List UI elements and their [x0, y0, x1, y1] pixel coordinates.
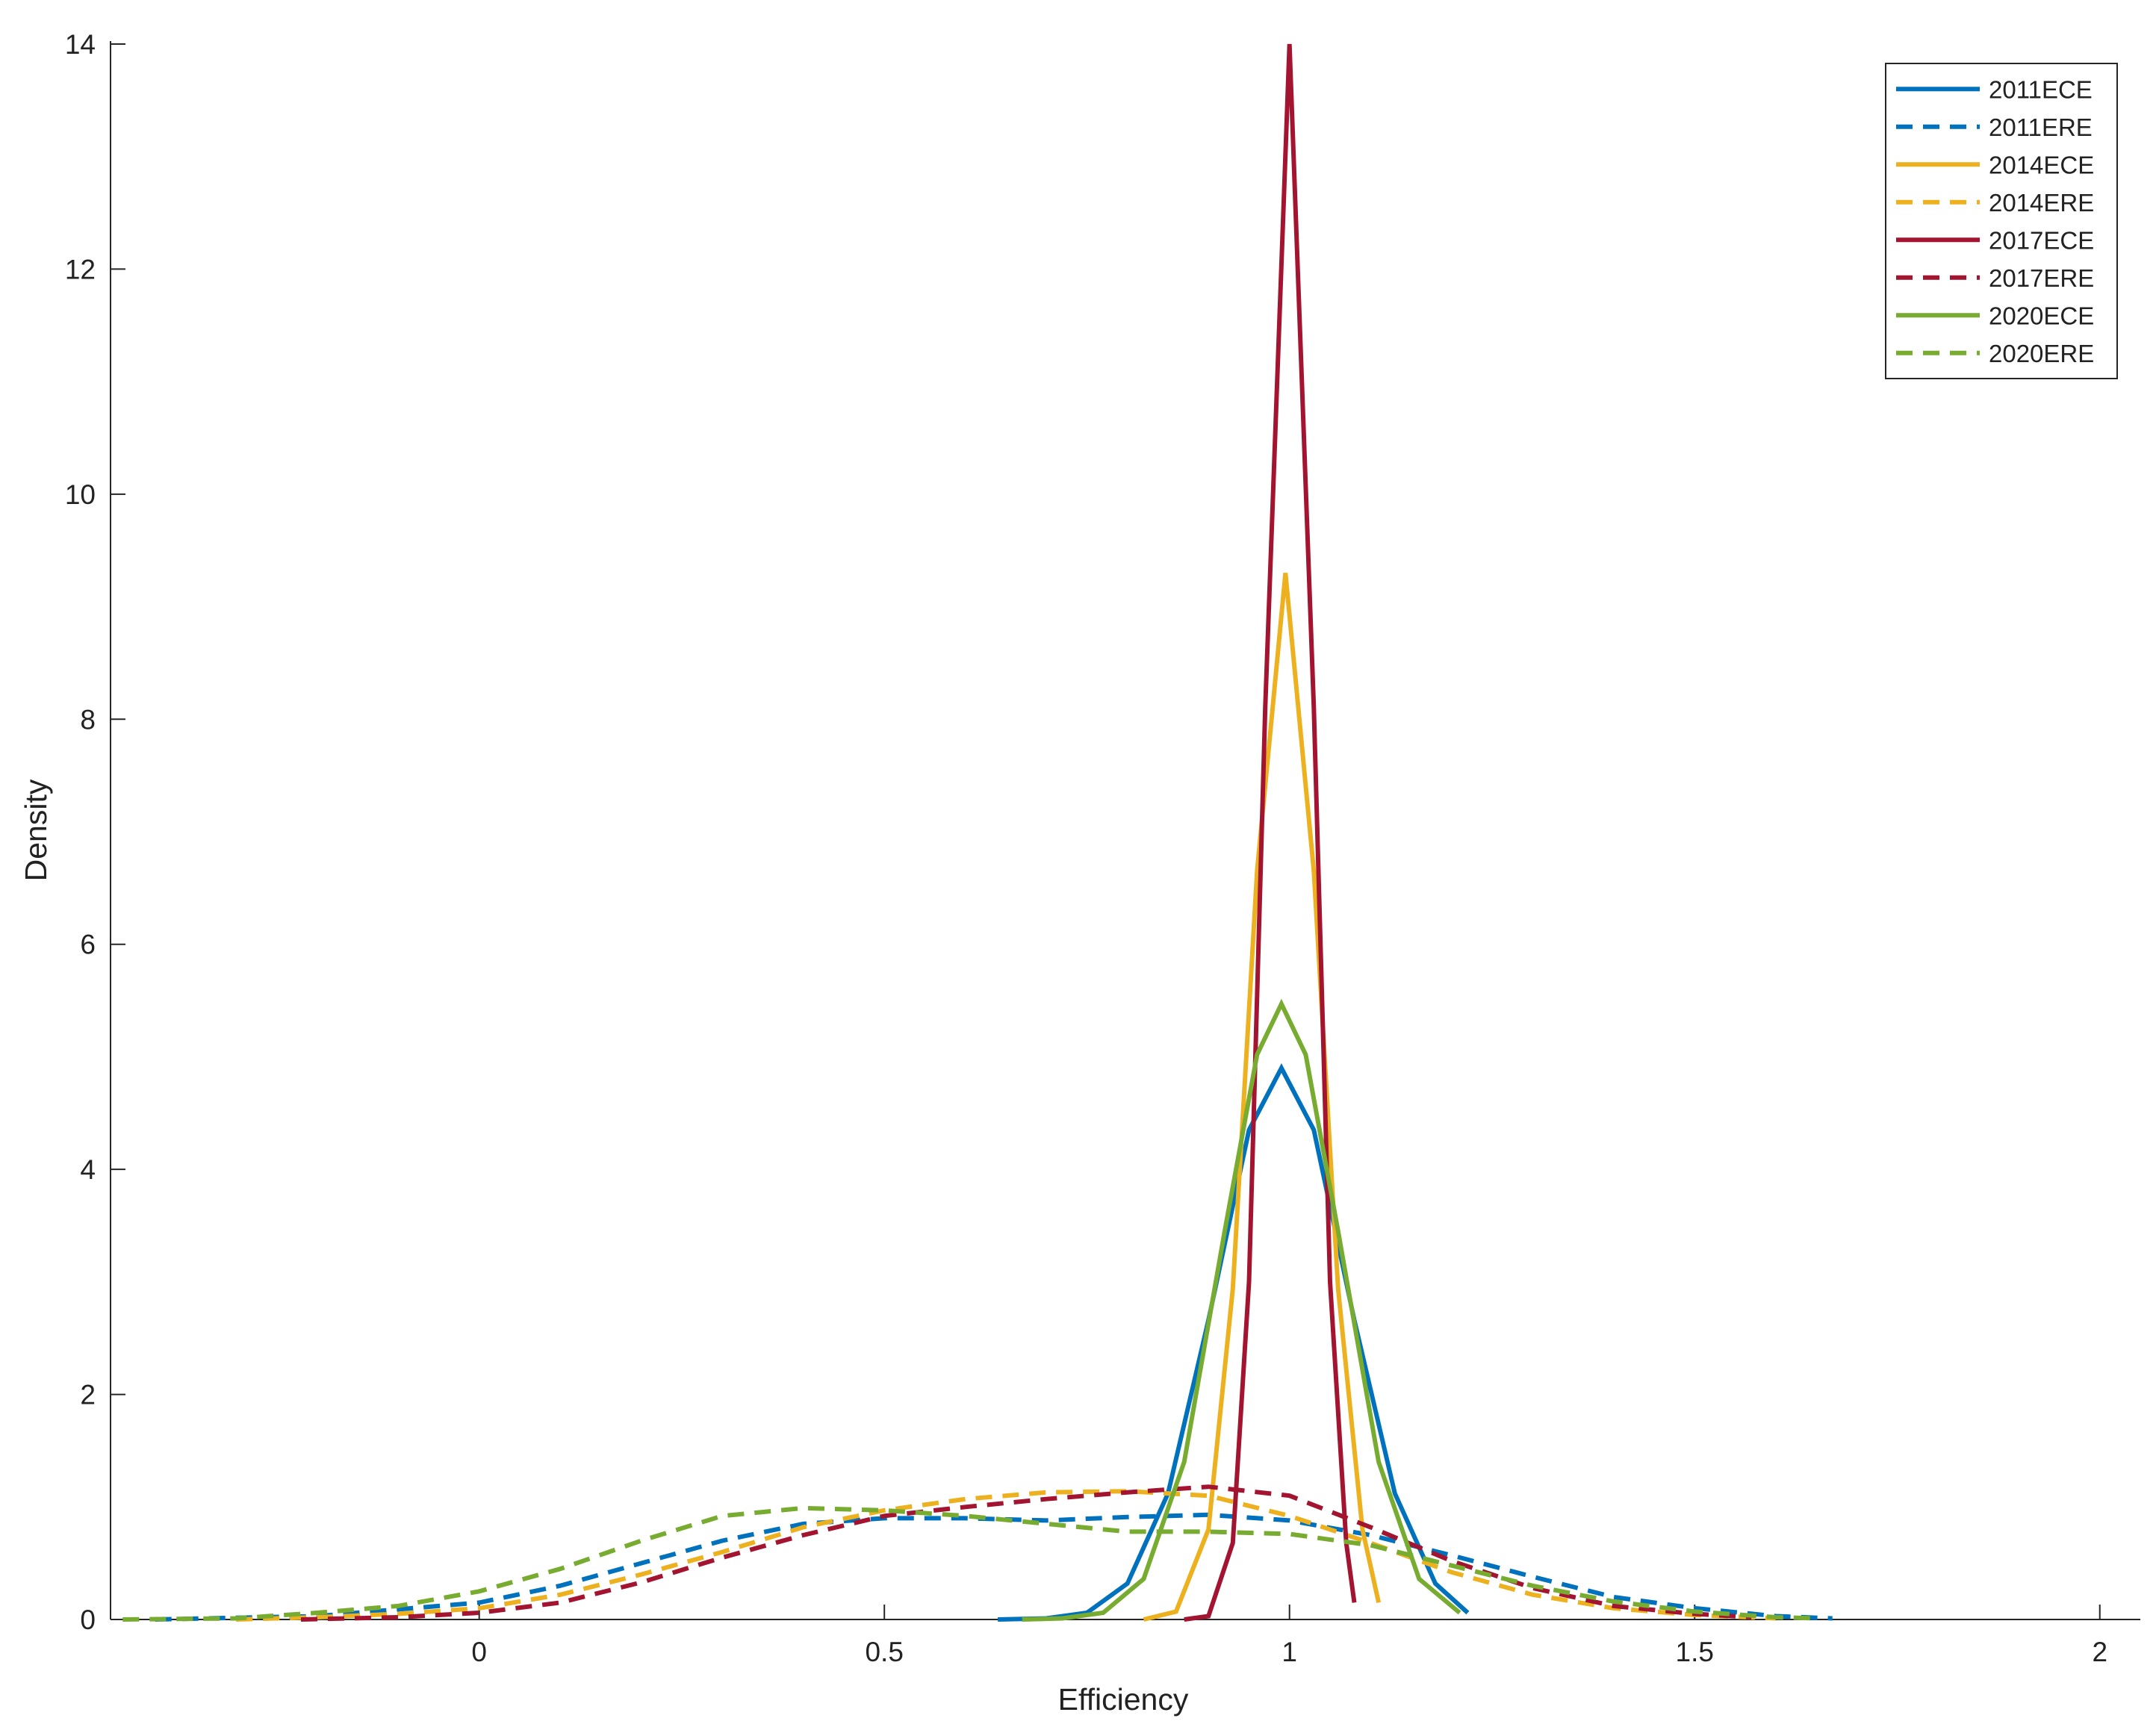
legend-label: 2017ERE	[1989, 264, 2094, 292]
legend-label: 2020ERE	[1989, 340, 2094, 367]
legend-label: 2017ECE	[1989, 226, 2094, 254]
density-line	[1184, 43, 1357, 1622]
x-tick-label: 0.5	[865, 1637, 903, 1667]
y-tick-label: 6	[80, 930, 96, 960]
y-tick-label: 0	[80, 1605, 96, 1635]
density-line	[155, 1512, 1833, 1622]
density-line	[122, 1505, 1817, 1622]
legend-label: 2020ECE	[1989, 302, 2094, 329]
density-line	[236, 1489, 1776, 1622]
y-tick-label: 2	[80, 1380, 96, 1410]
x-tick-label: 1	[1282, 1637, 1297, 1667]
y-tick-label: 14	[65, 29, 96, 60]
y-tick-label: 10	[65, 479, 96, 510]
legend: 2011ECE 2011ERE 2014ECE 2014ERE 2017ECE 2017E…	[1885, 63, 2118, 379]
legend-label: 2014ERE	[1989, 189, 2094, 217]
y-axis-label: Density	[19, 779, 53, 881]
density-line	[1022, 998, 1461, 1622]
density-line	[300, 1484, 1752, 1622]
legend-label: 2011ERE	[1989, 113, 2093, 141]
x-axis-label: Efficiency	[1058, 1682, 1189, 1717]
legend-label: 2011ECE	[1989, 75, 2093, 103]
y-tick-label: 12	[65, 254, 96, 284]
y-tick-label: 8	[80, 704, 96, 735]
x-tick-label: 1.5	[1676, 1637, 1714, 1667]
x-tick-label: 0	[471, 1637, 487, 1667]
legend-label: 2014ECE	[1989, 151, 2094, 178]
y-tick-label: 4	[80, 1154, 96, 1185]
legend-box	[1885, 63, 2118, 379]
x-tick-label: 2	[2092, 1637, 2107, 1667]
density-line	[1143, 573, 1382, 1622]
